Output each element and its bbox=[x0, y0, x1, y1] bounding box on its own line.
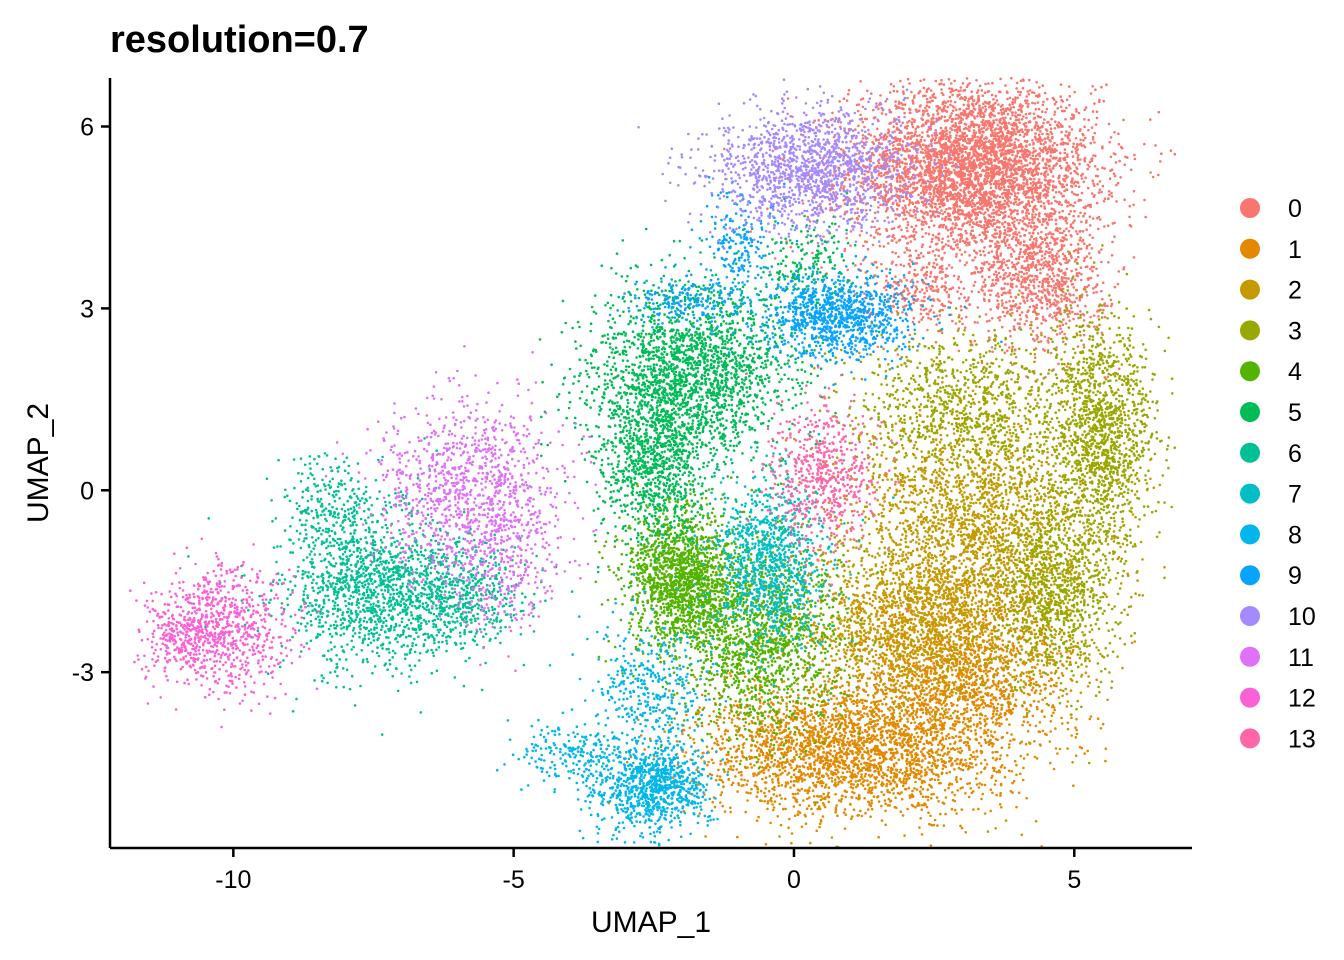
legend-key-13 bbox=[1240, 728, 1260, 749]
legend-label-2: 2 bbox=[1288, 277, 1302, 305]
legend-label-12: 12 bbox=[1288, 685, 1316, 713]
x-axis-title: UMAP_1 bbox=[591, 906, 711, 939]
legend-label-7: 7 bbox=[1288, 481, 1302, 509]
y-tick-label: 0 bbox=[80, 477, 94, 505]
chart-title: resolution=0.7 bbox=[110, 19, 369, 61]
legend-key-10 bbox=[1240, 606, 1260, 626]
scatter-points bbox=[129, 76, 1177, 849]
legend-label-10: 10 bbox=[1288, 603, 1316, 631]
cluster-12-points bbox=[129, 537, 320, 729]
legend-key-3 bbox=[1240, 320, 1260, 341]
legend-key-7 bbox=[1240, 483, 1260, 504]
x-tick-label: -10 bbox=[215, 866, 251, 894]
legend-key-9 bbox=[1240, 565, 1260, 586]
legend-key-11 bbox=[1240, 646, 1260, 667]
y-tick-label: 6 bbox=[80, 114, 94, 142]
legend-label-1: 1 bbox=[1288, 236, 1302, 264]
legend-label-5: 5 bbox=[1288, 399, 1302, 427]
legend-key-5 bbox=[1240, 402, 1260, 422]
legend-key-2 bbox=[1240, 279, 1260, 300]
legend-key-12 bbox=[1240, 687, 1260, 708]
legend-label-9: 9 bbox=[1288, 562, 1302, 590]
cluster-1-points bbox=[605, 490, 1145, 849]
cluster-5-points bbox=[538, 191, 881, 589]
x-tick-label: -5 bbox=[503, 866, 525, 894]
y-axis-ticks: -3 0 3 6 bbox=[72, 114, 110, 687]
cluster-8-points bbox=[495, 573, 729, 847]
y-tick-label: 3 bbox=[80, 295, 94, 323]
legend-key-0 bbox=[1240, 198, 1260, 218]
cluster-10-points bbox=[637, 78, 959, 274]
legend-key-1 bbox=[1240, 238, 1260, 259]
cluster-11-points bbox=[324, 345, 598, 672]
legend-key-8 bbox=[1240, 524, 1260, 545]
cluster-0-points bbox=[723, 76, 1177, 388]
cluster-9-points bbox=[608, 175, 1003, 387]
legend-label-6: 6 bbox=[1288, 440, 1302, 468]
legend-label-13: 13 bbox=[1288, 725, 1316, 753]
cluster-7-points bbox=[660, 432, 895, 702]
legend-label-0: 0 bbox=[1288, 195, 1302, 223]
legend-label-8: 8 bbox=[1288, 521, 1302, 549]
x-tick-label: 0 bbox=[787, 866, 801, 894]
x-tick-label: 5 bbox=[1067, 866, 1081, 894]
legend-label-4: 4 bbox=[1288, 358, 1302, 386]
legend-key-6 bbox=[1240, 442, 1260, 463]
y-tick-label: -3 bbox=[72, 659, 94, 687]
legend-key-4 bbox=[1240, 361, 1260, 382]
cluster-3-points bbox=[804, 244, 1176, 765]
cluster-13-points bbox=[744, 366, 909, 611]
legend-label-3: 3 bbox=[1288, 317, 1302, 345]
cluster-6-points bbox=[187, 437, 574, 736]
x-axis-ticks: -10 -5 0 5 bbox=[215, 848, 1081, 894]
y-axis-title: UMAP_2 bbox=[22, 403, 55, 523]
legend-label-11: 11 bbox=[1288, 644, 1314, 672]
